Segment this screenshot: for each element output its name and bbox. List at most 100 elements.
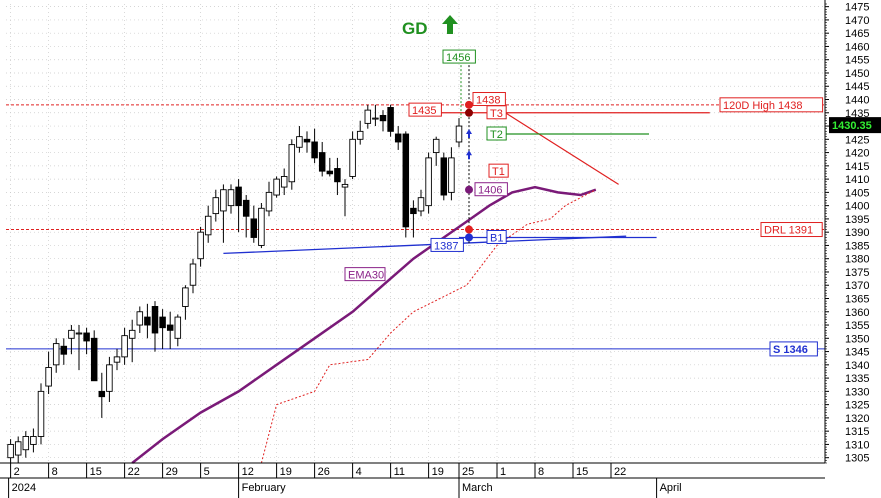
month-label: February xyxy=(242,482,287,494)
x-tick-label: 15 xyxy=(576,466,588,478)
candle xyxy=(356,130,364,140)
candle xyxy=(318,152,326,172)
candle xyxy=(265,191,273,212)
y-tick-label: 1320 xyxy=(845,413,869,425)
y-tick-label: 1465 xyxy=(845,28,869,40)
candle xyxy=(151,306,159,334)
candle xyxy=(303,138,311,143)
candle xyxy=(182,287,189,307)
x-tick-label: 11 xyxy=(394,466,405,478)
x-tick-label: 8 xyxy=(52,466,58,478)
candle xyxy=(334,168,341,183)
level-label-box xyxy=(719,97,824,113)
callout-label-box xyxy=(474,182,508,197)
callout-label-box xyxy=(408,102,442,117)
month-label: 2024 xyxy=(12,482,36,494)
y-tick-label: 1390 xyxy=(845,227,869,239)
y-tick-label: 1310 xyxy=(845,439,869,451)
candle xyxy=(189,263,197,286)
x-tick-label: 15 xyxy=(90,466,102,478)
level-dot xyxy=(465,233,473,242)
candle xyxy=(455,125,463,143)
candle xyxy=(52,343,60,366)
x-tick-label: 12 xyxy=(242,466,254,478)
level-label-box xyxy=(760,222,823,238)
x-tick-label: 8 xyxy=(538,466,544,478)
level-label: 120D High 1438 xyxy=(723,100,803,112)
candle xyxy=(128,329,136,339)
month-label: April xyxy=(660,482,682,494)
level-dot xyxy=(465,225,473,234)
x-tick-label: 22 xyxy=(614,466,626,478)
candle xyxy=(136,311,144,326)
candle xyxy=(159,316,166,329)
y-tick-label: 1305 xyxy=(845,453,869,465)
level-label: DRL 1391 xyxy=(764,225,813,237)
candle xyxy=(121,335,128,358)
x-tick-label: 22 xyxy=(128,466,140,478)
candle xyxy=(341,183,349,188)
candle xyxy=(235,186,242,207)
y-tick-label: 1355 xyxy=(845,320,869,332)
y-tick-label: 1450 xyxy=(845,68,869,80)
candle xyxy=(60,345,68,355)
y-tick-label: 1455 xyxy=(845,55,869,67)
y-tick-label: 1415 xyxy=(845,161,869,173)
candle xyxy=(75,332,83,335)
y-tick-label: 1400 xyxy=(845,201,869,213)
y-tick-label: 1315 xyxy=(845,426,869,438)
target-label: T3 xyxy=(490,108,503,120)
target-label-box xyxy=(486,229,507,244)
candle xyxy=(204,215,212,236)
candle xyxy=(242,199,250,217)
candle xyxy=(14,441,22,456)
y-tick-label: 1350 xyxy=(845,333,869,345)
candle xyxy=(425,157,432,207)
up-arrow-icon xyxy=(466,150,472,160)
target-label: B1 xyxy=(490,232,503,244)
up-arrow-icon xyxy=(442,15,458,34)
ema30-line xyxy=(131,185,597,464)
level-label-box xyxy=(769,341,818,357)
candle xyxy=(280,176,288,188)
candle xyxy=(394,133,402,143)
candle xyxy=(288,144,296,183)
y-tick-label: 1475 xyxy=(845,2,869,14)
level-dot xyxy=(465,185,473,194)
candle xyxy=(30,436,37,445)
x-tick-label: 29 xyxy=(166,466,178,478)
candle xyxy=(440,157,448,196)
callout-label: 1435 xyxy=(412,105,436,117)
callout-label-box xyxy=(442,49,476,64)
ema-label-box xyxy=(344,267,386,282)
y-tick-label: 1445 xyxy=(845,81,869,93)
support-trendline xyxy=(223,235,627,255)
y-tick-label: 1425 xyxy=(845,134,869,146)
y-tick-label: 1335 xyxy=(845,373,869,385)
candle xyxy=(326,170,334,175)
y-tick-label: 1380 xyxy=(845,254,869,266)
candle xyxy=(387,107,394,132)
candle xyxy=(212,197,220,215)
x-tick-label: 1 xyxy=(500,466,506,478)
candle xyxy=(379,114,387,122)
target-label-box xyxy=(488,163,509,178)
callout-label: 1438 xyxy=(476,95,500,107)
y-tick-label: 1365 xyxy=(845,294,869,306)
candle xyxy=(227,189,235,207)
candle xyxy=(410,207,417,215)
last-price: 1430.35 xyxy=(832,120,872,132)
x-tick-label: 19 xyxy=(432,466,444,478)
callout-label: 1406 xyxy=(478,185,502,197)
callout-label: 1387 xyxy=(434,240,458,252)
y-tick-label: 1410 xyxy=(845,174,869,186)
last-price-box xyxy=(829,117,881,134)
target-label: T1 xyxy=(492,166,505,178)
candle xyxy=(432,138,440,154)
candle xyxy=(258,207,265,246)
candle xyxy=(98,390,106,398)
y-tick-label: 1385 xyxy=(845,240,869,252)
candle xyxy=(372,117,379,120)
